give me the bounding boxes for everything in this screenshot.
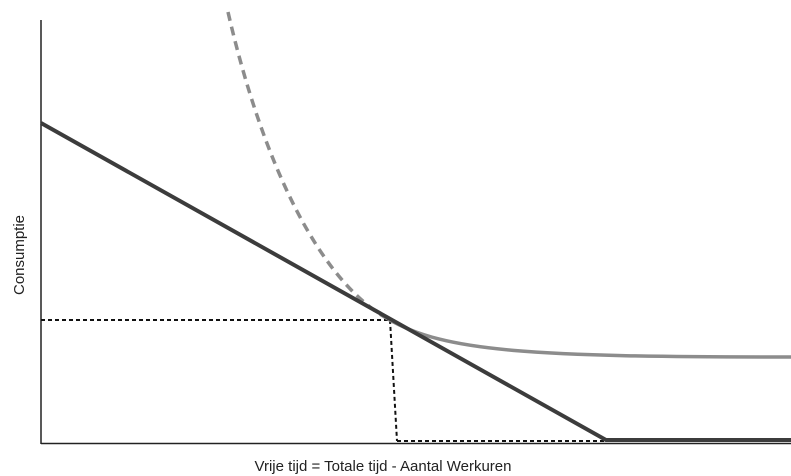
indifference-curve-dashed bbox=[226, 11, 389, 321]
y-axis-label: Consumptie bbox=[11, 215, 28, 295]
guide-vertical bbox=[389, 319, 398, 442]
x-axis-label: Vrije tijd = Totale tijd - Aantal Werkur… bbox=[255, 458, 512, 475]
budget-line bbox=[40, 121, 791, 442]
